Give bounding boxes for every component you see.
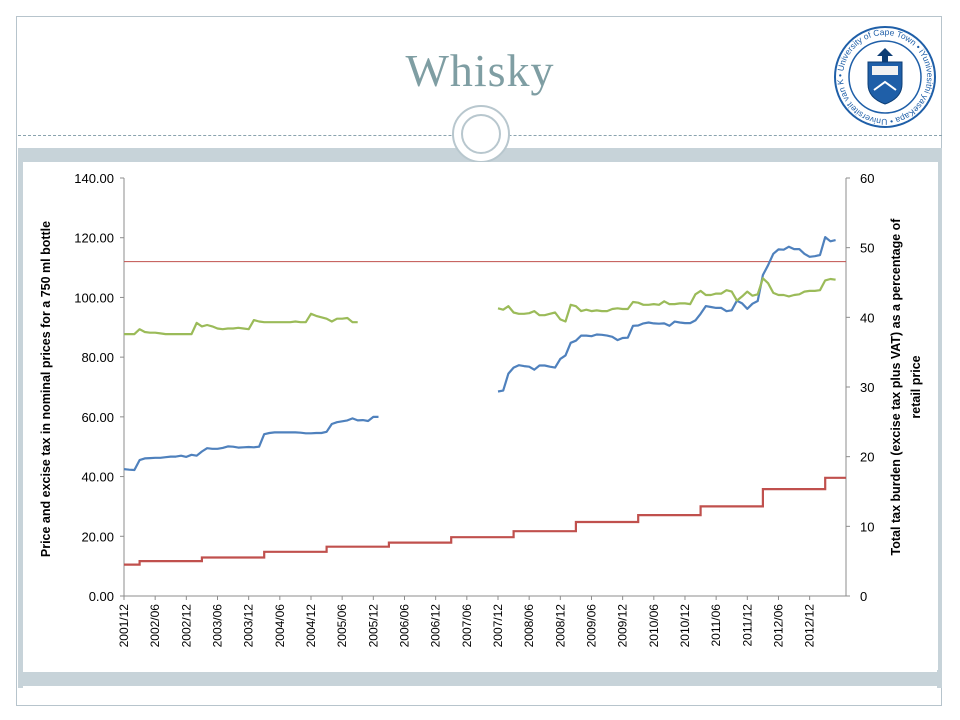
x-tick-label: 2002/06 <box>148 604 162 648</box>
x-tick-label: 2007/12 <box>491 604 505 648</box>
x-tick-label: 2007/06 <box>460 604 474 648</box>
right-axis-title-line1: Total tax burden (excise tax plus VAT) a… <box>889 218 903 556</box>
left-tick-label: 120.00 <box>74 231 114 246</box>
divider-ring-ornament <box>452 105 510 163</box>
x-tick-label: 2001/12 <box>117 604 131 648</box>
chart-area: 0.00 20.00 40.00 60.00 80.00 100.00 120.00 140.… <box>24 162 938 687</box>
left-tick-label: 0.00 <box>89 589 114 604</box>
left-tick-label: 60.00 <box>81 410 114 425</box>
x-tick-label: 2005/12 <box>366 604 380 648</box>
price-series-line-1 <box>123 415 379 472</box>
x-tick-label: 2008/12 <box>553 604 567 648</box>
whisky-price-chart: 0.00 20.00 40.00 60.00 80.00 100.00 120.00 140.… <box>39 171 923 687</box>
slide-title: Whisky <box>405 45 555 96</box>
x-tick-label: 2002/12 <box>179 604 193 648</box>
x-tick-label: 2010/12 <box>678 604 692 648</box>
right-tick-label: 50 <box>860 241 874 256</box>
left-tick-label: 20.00 <box>81 529 114 544</box>
x-tick-label: 2003/12 <box>242 604 256 648</box>
x-tick-label: 2011/06 <box>709 604 723 647</box>
right-tick-label: 10 <box>860 519 874 534</box>
x-tick-label: 2004/06 <box>273 604 287 648</box>
content-band-right <box>937 148 942 688</box>
excise-tax-series-line <box>124 476 846 566</box>
left-tick-label: 140.00 <box>74 171 114 186</box>
right-axis-title-line2: retail price <box>909 355 923 418</box>
x-tick-label: 2009/06 <box>584 604 598 648</box>
x-tick-label: 2012/06 <box>771 604 785 648</box>
tot-tax-burden-series-line-2 <box>497 277 836 323</box>
left-tick-label: 100.00 <box>74 290 114 305</box>
left-tick-label: 40.00 <box>81 470 114 485</box>
right-tick-label: 40 <box>860 310 874 325</box>
x-tick-label: 2012/12 <box>803 604 817 648</box>
x-tick-label: 2008/06 <box>522 604 536 648</box>
content-band-left <box>18 148 23 688</box>
x-tick-label: 2005/06 <box>335 604 349 648</box>
x-tick-label: 2010/06 <box>647 604 661 648</box>
x-tick-label: 2003/06 <box>210 604 224 648</box>
x-tick-label: 2004/12 <box>304 604 318 648</box>
left-tick-label: 80.00 <box>81 350 114 365</box>
x-tick-label: 2009/12 <box>616 604 630 648</box>
left-axis-title: Price and excise tax in nominal prices f… <box>39 221 53 557</box>
x-tick-label: 2006/06 <box>397 604 411 648</box>
right-tick-label: 20 <box>860 450 874 465</box>
x-tick-label: 2006/12 <box>429 604 443 648</box>
right-tick-label: 0 <box>860 589 867 604</box>
university-crest-logo: • University of Cape Town • iYunivesithi… <box>832 24 936 128</box>
right-tick-label: 30 <box>860 380 874 395</box>
right-tick-label: 60 <box>860 171 874 186</box>
x-tick-label: 2011/12 <box>740 604 754 647</box>
tot-tax-burden-series-line-1 <box>124 312 358 336</box>
content-band-bottom <box>18 672 942 686</box>
price-series-line-2 <box>497 236 836 393</box>
